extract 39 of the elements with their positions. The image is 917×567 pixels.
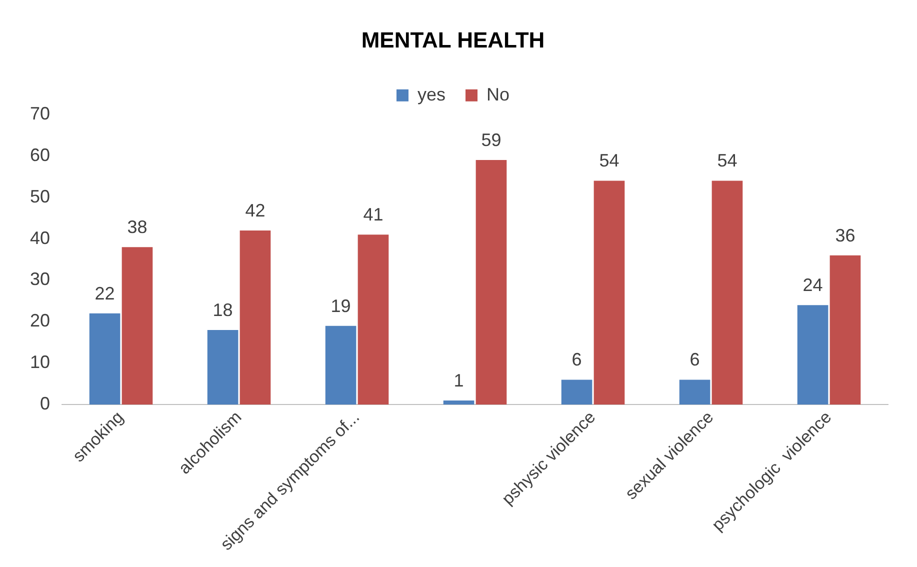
- data-label: 54: [717, 150, 738, 171]
- bar: [561, 380, 592, 405]
- bar: [594, 180, 625, 405]
- data-label: 42: [245, 200, 266, 220]
- data-label: 38: [127, 217, 148, 238]
- data-label: 22: [94, 283, 115, 304]
- legend-label: No: [486, 84, 510, 104]
- y-tick-label: 60: [30, 144, 50, 165]
- bar: [476, 160, 507, 405]
- y-tick-label: 40: [30, 228, 50, 248]
- data-label: 6: [690, 350, 700, 370]
- bar: [712, 180, 743, 405]
- bar: [443, 400, 474, 405]
- data-label: 19: [330, 296, 351, 316]
- data-label: 18: [212, 300, 233, 320]
- bar: [325, 326, 356, 405]
- legend-label: yes: [417, 84, 446, 104]
- y-tick-label: 0: [40, 394, 50, 414]
- bar: [830, 255, 861, 405]
- data-label: 1: [454, 370, 464, 390]
- data-label: 6: [572, 350, 582, 370]
- data-label: 24: [802, 275, 823, 296]
- bar: [679, 380, 710, 405]
- bar: [797, 305, 828, 405]
- y-tick-label: 30: [30, 269, 50, 290]
- bar: [358, 234, 389, 405]
- y-tick-label: 70: [30, 103, 50, 124]
- chart-title: MENTAL HEALTH: [361, 27, 545, 52]
- bar: [207, 330, 238, 405]
- y-tick-label: 20: [30, 310, 50, 331]
- y-tick-label: 10: [30, 352, 50, 372]
- data-label: 36: [835, 225, 856, 246]
- bar: [89, 313, 120, 405]
- bar: [240, 230, 271, 405]
- y-tick-label: 50: [30, 186, 50, 206]
- data-label: 54: [599, 150, 620, 171]
- data-label: 41: [363, 204, 384, 225]
- data-label: 59: [481, 130, 502, 150]
- bar: [122, 247, 153, 405]
